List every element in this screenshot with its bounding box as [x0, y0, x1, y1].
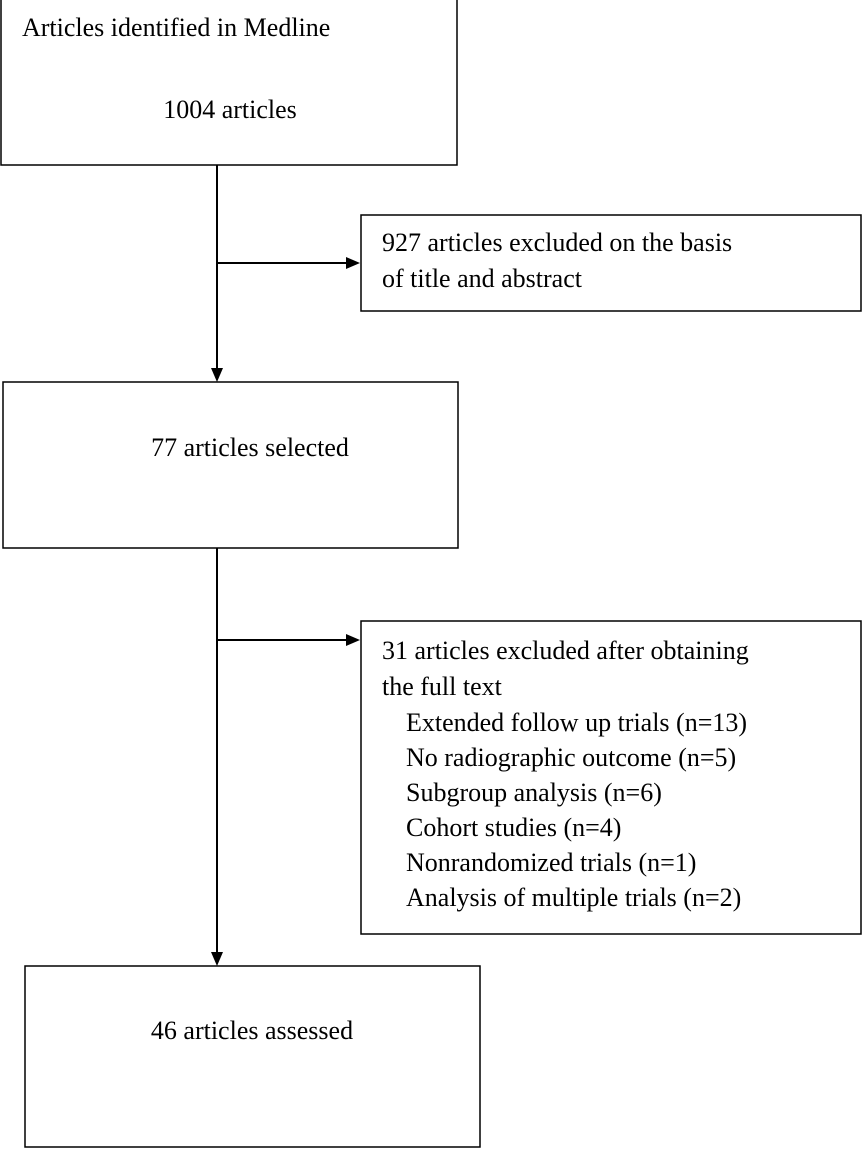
list-item: Cohort studies (n=4)	[406, 813, 621, 842]
box-text: 46 articles assessed	[151, 1016, 353, 1045]
box-text: Articles identified in Medline	[22, 13, 330, 42]
arrow-head	[211, 368, 223, 382]
arrow-head	[346, 634, 360, 646]
box	[360, 214, 862, 312]
box	[2, 381, 459, 549]
box-text: of title and abstract	[382, 264, 583, 293]
arrow-head	[211, 952, 223, 966]
list-item: Nonrandomized trials (n=1)	[406, 848, 696, 877]
box-text: 77 articles selected	[151, 433, 349, 462]
box	[0, 0, 458, 166]
list-item: No radiographic outcome (n=5)	[406, 743, 736, 772]
list-item: Analysis of multiple trials (n=2)	[406, 883, 741, 912]
box-text: 1004 articles	[163, 95, 297, 124]
box-text: 927 articles excluded on the basis	[382, 228, 732, 257]
box	[360, 620, 862, 935]
box-text: 31 articles excluded after obtaining	[382, 636, 749, 665]
list-item: Extended follow up trials (n=13)	[406, 708, 747, 737]
box-text: the full text	[382, 672, 503, 701]
box	[24, 965, 481, 1148]
list-item: Subgroup analysis (n=6)	[406, 778, 662, 807]
arrow-head	[346, 257, 360, 269]
